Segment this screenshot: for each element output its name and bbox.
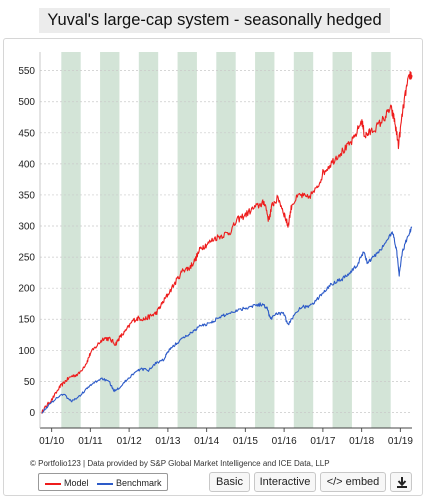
embed-button[interactable]: </> embed bbox=[320, 472, 386, 492]
series-line-model bbox=[41, 70, 413, 414]
y-tick-label: 50 bbox=[24, 377, 36, 388]
hedge-band bbox=[216, 52, 236, 428]
y-tick-label: 150 bbox=[18, 315, 35, 326]
y-tick-label: 400 bbox=[18, 159, 35, 170]
x-tick-label: 01/18 bbox=[349, 436, 374, 447]
basic-button[interactable]: Basic bbox=[209, 472, 250, 492]
x-tick-label: 01/14 bbox=[194, 436, 219, 447]
hedge-band bbox=[61, 52, 81, 428]
x-tick-label: 01/16 bbox=[272, 436, 297, 447]
y-tick-label: 100 bbox=[18, 346, 35, 357]
series-line-benchmark bbox=[41, 226, 413, 414]
x-tick-label: 01/15 bbox=[233, 436, 258, 447]
legend-label-model: Model bbox=[64, 478, 89, 488]
hedge-band bbox=[100, 52, 120, 428]
legend-item-benchmark[interactable]: Benchmark bbox=[97, 477, 162, 489]
y-tick-label: 200 bbox=[18, 284, 35, 295]
legend-label-benchmark: Benchmark bbox=[116, 478, 162, 488]
legend-swatch-model bbox=[45, 482, 61, 485]
legend-item-model[interactable]: Model bbox=[45, 477, 89, 489]
hedge-band bbox=[255, 52, 275, 428]
chart-legend: Model Benchmark bbox=[38, 473, 168, 491]
x-tick-label: 01/12 bbox=[117, 436, 142, 447]
y-tick-label: 0 bbox=[29, 408, 35, 419]
hedge-band bbox=[371, 52, 391, 428]
y-tick-label: 550 bbox=[18, 66, 35, 77]
y-tick-label: 300 bbox=[18, 222, 35, 233]
x-tick-label: 01/19 bbox=[388, 436, 413, 447]
hedge-band bbox=[332, 52, 352, 428]
y-tick-label: 500 bbox=[18, 97, 35, 108]
x-tick-label: 01/11 bbox=[78, 436, 103, 447]
hedge-band bbox=[138, 52, 159, 428]
interactive-button[interactable]: Interactive bbox=[254, 472, 316, 492]
legend-swatch-benchmark bbox=[97, 482, 113, 485]
y-tick-label: 250 bbox=[18, 253, 35, 264]
data-credit: © Portfolio123 | Data provided by S&P Gl… bbox=[30, 459, 330, 468]
chart-title-wrap: Yuval's large-cap system - seasonally he… bbox=[0, 8, 429, 33]
y-tick-label: 450 bbox=[18, 128, 35, 139]
hedge-band bbox=[293, 52, 314, 428]
download-icon bbox=[397, 477, 407, 488]
x-tick-label: 01/10 bbox=[39, 436, 64, 447]
hedge-band bbox=[177, 52, 197, 428]
chart-title: Yuval's large-cap system - seasonally he… bbox=[39, 8, 390, 33]
x-tick-label: 01/13 bbox=[155, 436, 180, 447]
x-tick-label: 01/17 bbox=[310, 436, 335, 447]
download-button[interactable] bbox=[390, 472, 412, 492]
y-tick-label: 350 bbox=[18, 190, 35, 201]
